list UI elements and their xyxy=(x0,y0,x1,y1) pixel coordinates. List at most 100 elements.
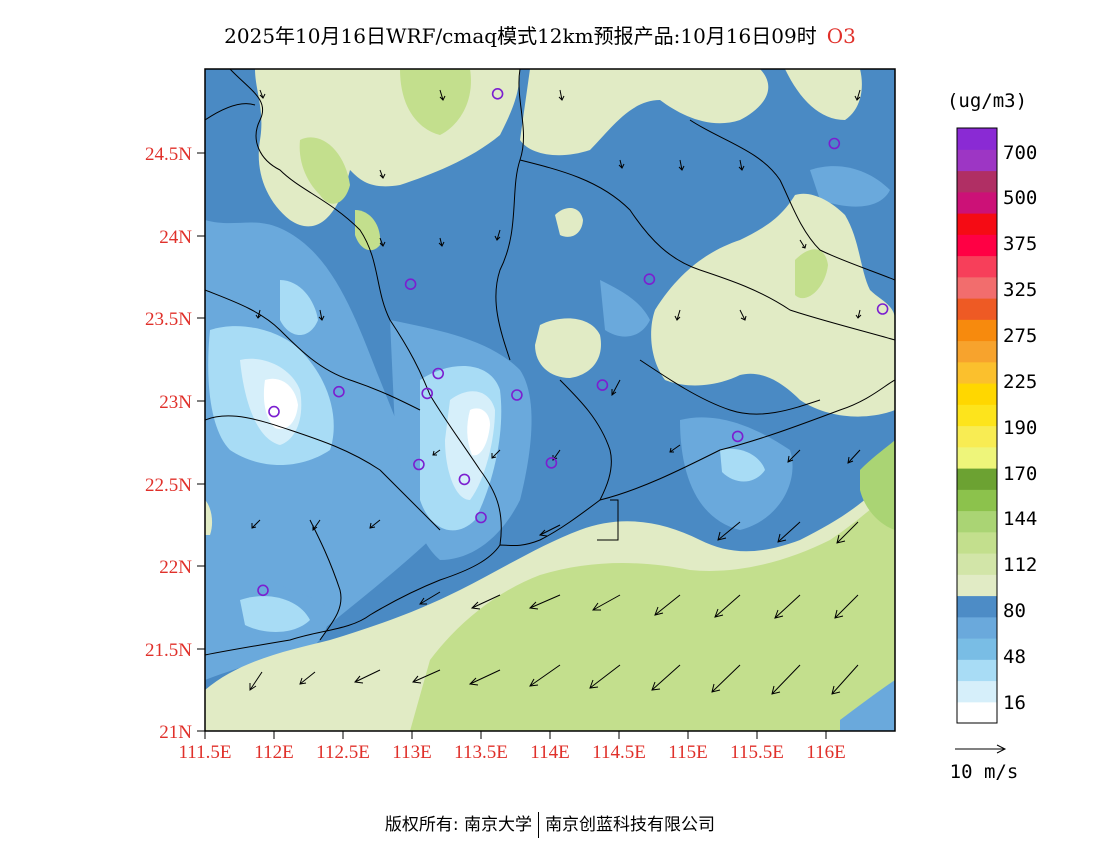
province-boundary-6 xyxy=(205,289,421,411)
colorbar-swatch xyxy=(957,468,997,490)
colorbar-swatch xyxy=(957,701,997,724)
zone-east-palegreen xyxy=(651,193,895,417)
colorbar-swatch xyxy=(957,340,997,363)
zone-center2-palegreen xyxy=(555,208,583,237)
wind-arrow-coast-1 xyxy=(717,521,741,541)
zone-se-corner-blue xyxy=(840,680,895,731)
colorbar-label: 700 xyxy=(1003,142,1037,164)
colorbar-label: 500 xyxy=(1003,187,1037,209)
station-marker xyxy=(268,405,280,418)
station-marker xyxy=(333,385,345,398)
colorbar-swatch xyxy=(957,319,997,342)
station-marker xyxy=(413,458,425,471)
zone-ne-palegreen xyxy=(785,69,862,120)
copyright-footer: 版权所有: 南京大学 南京创蓝科技有限公司 xyxy=(0,810,1100,838)
station-marker xyxy=(491,88,504,100)
colorbar-swatch xyxy=(957,595,997,618)
station-marker xyxy=(643,273,656,286)
wind-arrow-land-9 xyxy=(491,449,501,459)
colorbar-label: 112 xyxy=(1003,554,1037,576)
lat-label: 22N xyxy=(159,557,192,578)
colorbar-label: 144 xyxy=(1003,508,1037,530)
wind-arrow-land-12 xyxy=(318,309,325,321)
colorbar-swatch xyxy=(957,531,997,554)
wind-arrow-land-25 xyxy=(674,309,681,321)
station-marker xyxy=(458,473,471,486)
colorbar-swatch xyxy=(957,383,997,405)
lat-label: 21N xyxy=(159,722,192,743)
wind-arrow-sea-5 xyxy=(714,594,741,618)
station-marker xyxy=(545,457,558,469)
wind-arrow-land-14 xyxy=(799,239,807,249)
station-marker xyxy=(876,303,889,315)
colorbar-label: 225 xyxy=(1003,371,1037,393)
wind-arrow-sea-4 xyxy=(654,594,681,616)
wind-arrow-sea-6 xyxy=(774,594,801,619)
zone-north3-green xyxy=(355,210,381,251)
colorbar-swatch xyxy=(957,659,997,682)
lon-label: 113.5E xyxy=(454,742,508,763)
zone-ne-green xyxy=(795,249,828,299)
lon-label: 114.5E xyxy=(592,742,646,763)
colorbar-swatch xyxy=(957,425,997,448)
lon-axis: 111.5E 112E 112.5E 113E 113.5E 114E 114.… xyxy=(179,731,846,763)
wind-arrow-land-3 xyxy=(432,449,441,456)
lon-label: 111.5E xyxy=(179,742,232,763)
zone-west2-lowmid xyxy=(280,280,318,335)
province-boundary-5 xyxy=(205,415,441,531)
colorbar: (ug/m3) 16 48 80 112 144 170 190 225 275… xyxy=(947,90,1037,724)
zone-central-white xyxy=(467,408,490,456)
lat-label: 24.5N xyxy=(145,144,192,165)
wind-arrow-land-18 xyxy=(439,89,446,101)
station-marker xyxy=(828,137,841,150)
lon-label: 115E xyxy=(668,742,707,763)
wind-arrow-land-10 xyxy=(379,237,386,247)
colorbar-swatch xyxy=(957,616,997,639)
colorbar-swatch xyxy=(957,234,997,257)
copyright-right: 南京创蓝科技有限公司 xyxy=(545,815,716,835)
station-marker xyxy=(511,389,523,401)
colorbar-swatch xyxy=(957,638,997,660)
colorbar-swatch xyxy=(957,553,997,575)
colorbar-swatch xyxy=(957,213,997,235)
wind-arrow-land-5 xyxy=(669,444,681,453)
colorbar-label: 48 xyxy=(1003,646,1026,668)
colorbar-frame xyxy=(956,127,998,724)
province-boundary-1 xyxy=(229,69,502,546)
colorbar-swatch xyxy=(957,298,997,320)
lat-axis: 24.5N 24N 23.5N 23N 22.5N 22N 21.5N 21N xyxy=(145,144,205,743)
hk-box xyxy=(597,499,619,541)
wind-arrow-coast-6 xyxy=(249,671,263,691)
wind-arrow-land-17 xyxy=(558,89,565,101)
wind-arrow-sea-7 xyxy=(834,594,859,619)
wind-arrow-land-16 xyxy=(618,159,625,169)
wind-arrow-land-23 xyxy=(738,159,745,171)
province-boundary-10 xyxy=(205,103,256,121)
wind-arrow-land-15 xyxy=(855,309,862,319)
lon-label: 112.5E xyxy=(316,742,370,763)
wind-arrow-sea-1 xyxy=(470,594,501,610)
province-boundary-8 xyxy=(309,519,342,641)
colorbar-label: 275 xyxy=(1003,325,1037,347)
wind-arrow-coast-2 xyxy=(777,521,801,543)
station-marker xyxy=(596,379,609,391)
colorbar-label: 80 xyxy=(1003,600,1026,622)
zone-north2-green xyxy=(400,69,471,135)
lat-label: 24N xyxy=(159,227,192,248)
wind-arrow-sea-11 xyxy=(529,664,561,687)
wind-arrow-land-24 xyxy=(854,89,861,101)
lat-label: 21.5N xyxy=(145,640,192,661)
zone-north2-palegreen xyxy=(520,69,769,156)
colorbar-label: 325 xyxy=(1003,279,1037,301)
coastline xyxy=(205,379,895,656)
lat-label: 23N xyxy=(159,392,192,413)
colorbar-swatch xyxy=(957,149,997,172)
wind-reference-label: 10 m/s xyxy=(950,761,1019,783)
zone-north-green xyxy=(299,137,350,204)
wind-arrow-coast-7 xyxy=(299,671,316,685)
colorbar-swatch xyxy=(957,680,997,703)
station-marker xyxy=(475,511,487,524)
wind-arrow-sea-3 xyxy=(592,594,621,611)
wind-arrow-land-7 xyxy=(847,449,861,464)
